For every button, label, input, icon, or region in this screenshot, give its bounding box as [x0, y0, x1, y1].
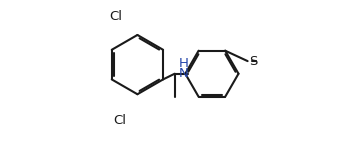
Text: Cl: Cl	[114, 114, 126, 127]
Text: H: H	[179, 57, 189, 70]
Text: S: S	[249, 55, 258, 68]
Text: N: N	[179, 67, 189, 80]
Text: Cl: Cl	[109, 10, 122, 23]
